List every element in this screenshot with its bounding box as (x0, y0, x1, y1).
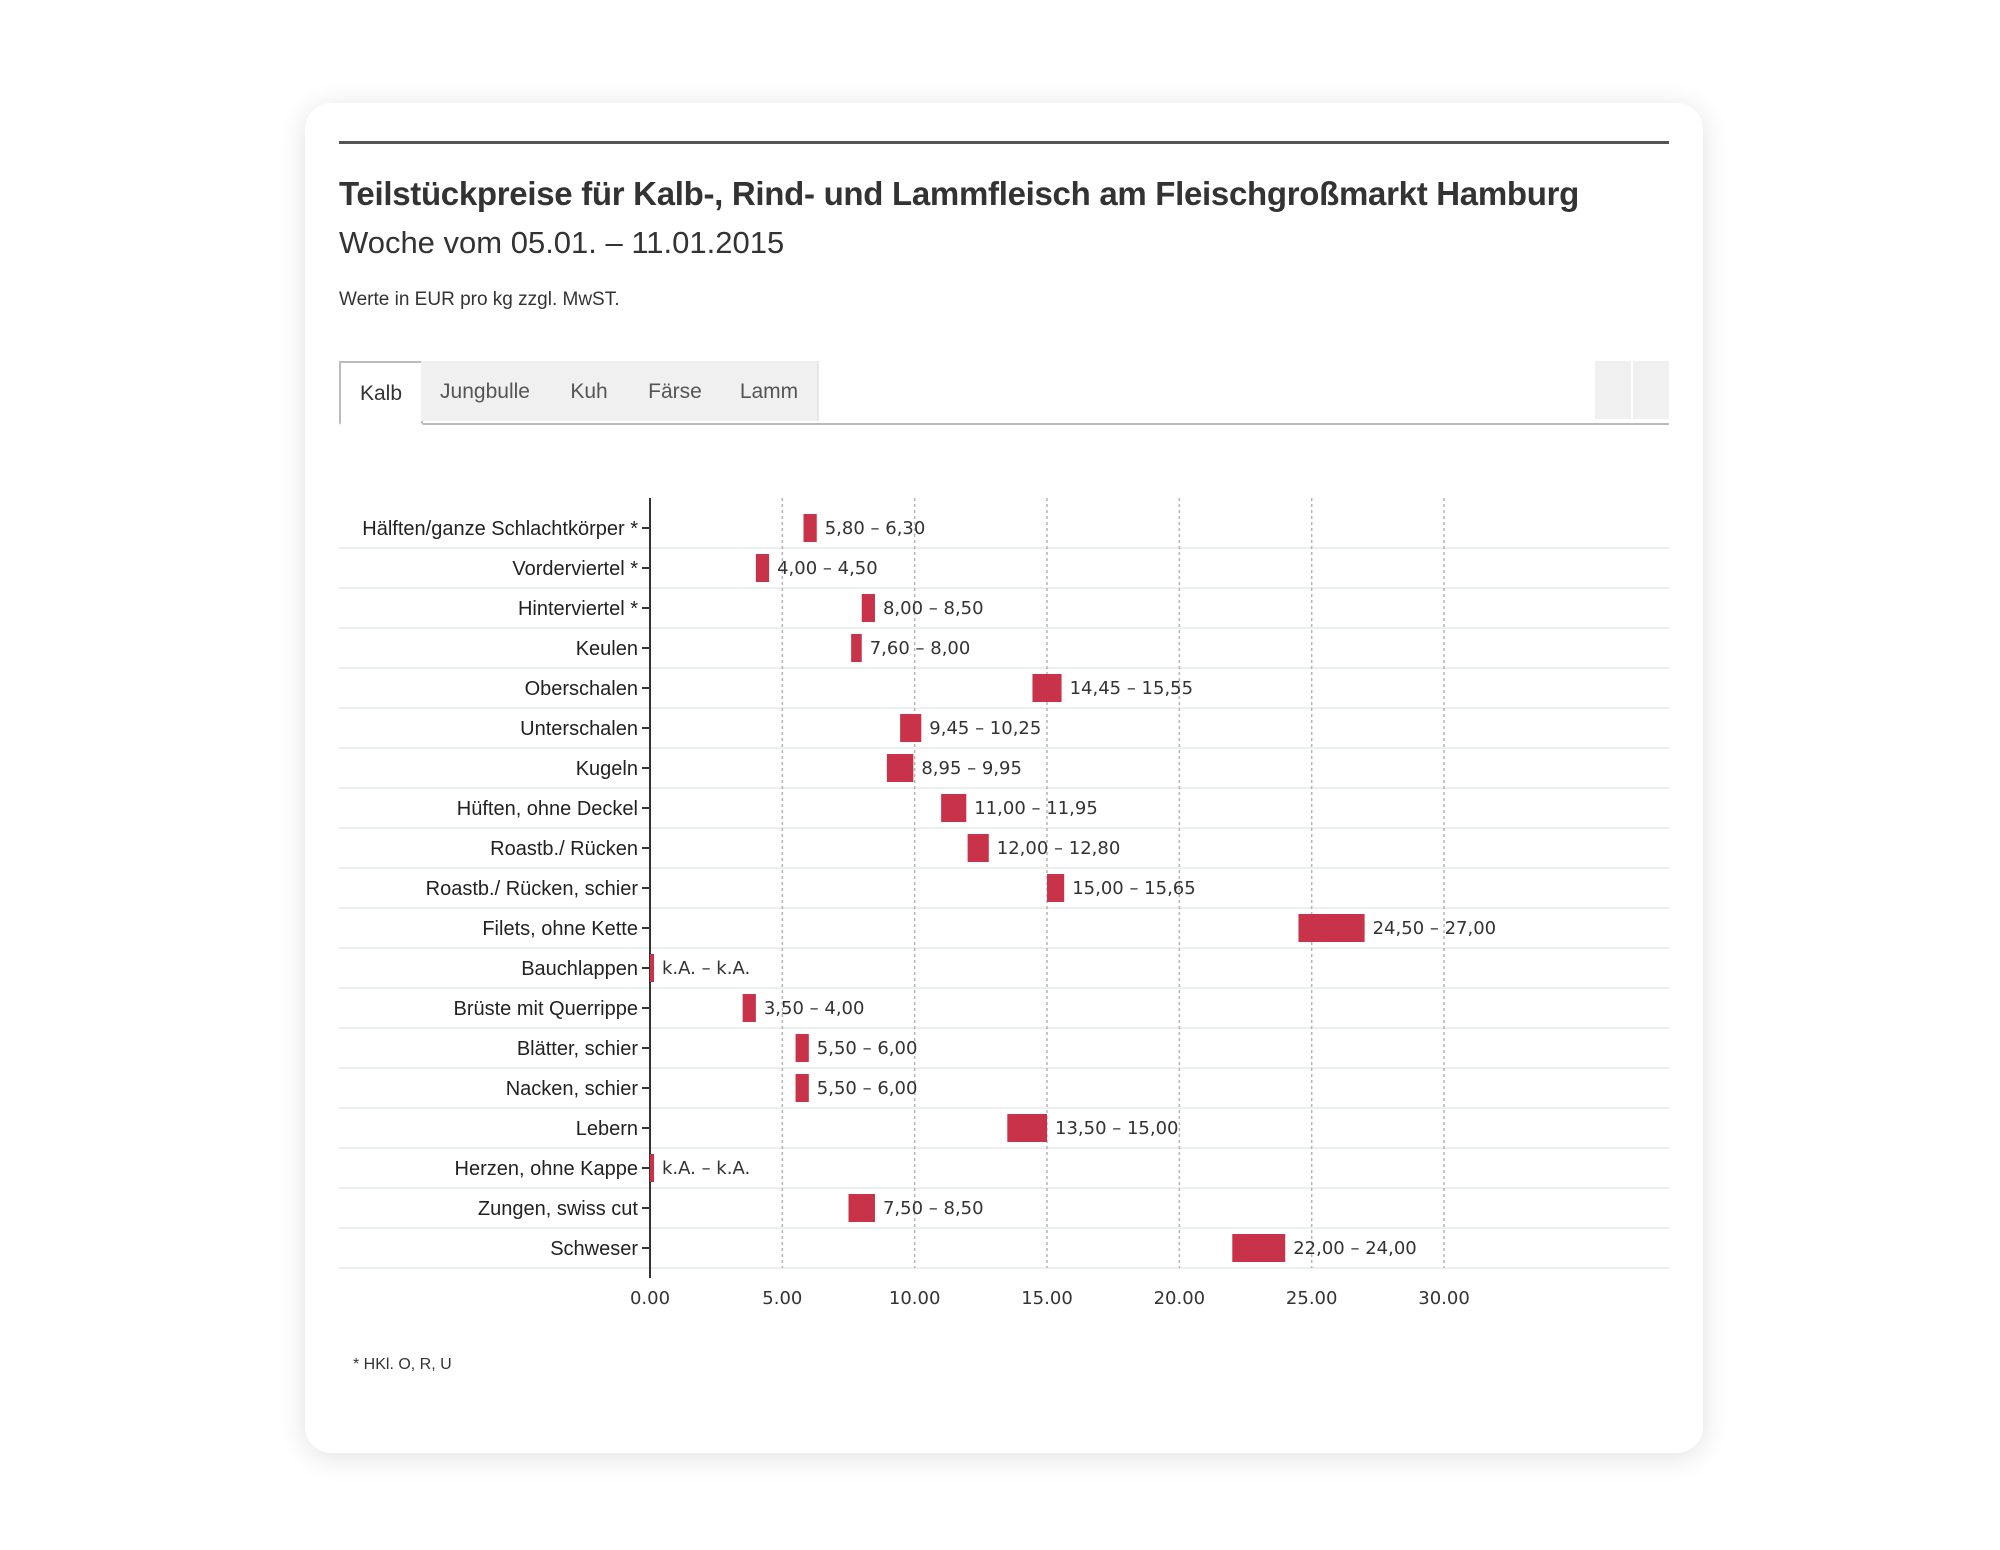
x-tick-label: 30.00 (1418, 1288, 1470, 1309)
category-label: Filets, ohne Kette (482, 918, 638, 940)
range-bar (848, 1194, 875, 1222)
category-label: Blätter, schier (517, 1038, 639, 1060)
x-tick-label: 25.00 (1286, 1288, 1338, 1309)
category-label: Zungen, swiss cut (478, 1198, 639, 1220)
range-bar (1032, 674, 1062, 702)
range-bar (967, 834, 989, 862)
chart-card: Teilstückpreise für Kalb-, Rind- und Lam… (305, 103, 1703, 1453)
tab-kalb[interactable]: Kalb (339, 361, 423, 425)
category-label: Kugeln (576, 758, 638, 780)
range-bar-chart: 0.00 5.00 10.00 15.00 20.00 25.00 30.00 Hälften… (339, 498, 1669, 1309)
chart-tool-button[interactable] (1633, 361, 1669, 419)
category-label: Hüften, ohne Deckel (457, 798, 638, 820)
x-tick-label: 0.00 (630, 1288, 670, 1309)
value-label: k.A. – k.A. (662, 958, 750, 979)
x-tick-label: 15.00 (1021, 1288, 1073, 1309)
value-label: 11,00 – 11,95 (974, 798, 1098, 819)
range-bar (1232, 1234, 1286, 1262)
value-label: 15,00 – 15,65 (1072, 878, 1196, 899)
range-bar (742, 994, 756, 1022)
category-label: Brüste mit Querrippe (453, 998, 638, 1020)
chart-tool-button[interactable] (1595, 361, 1631, 419)
category-label: Oberschalen (525, 678, 638, 700)
x-tick-label: 10.00 (889, 1288, 941, 1309)
value-label: 5,50 – 6,00 (817, 1078, 918, 1099)
value-label: k.A. – k.A. (662, 1158, 750, 1179)
value-label: 3,50 – 4,00 (764, 998, 865, 1019)
tab-faerse[interactable]: Färse (629, 361, 723, 421)
value-label: 7,60 – 8,00 (870, 638, 971, 659)
range-bar (650, 954, 654, 982)
unit-note: Werte in EUR pro kg zzgl. MwST. (339, 289, 620, 310)
range-bar (861, 594, 875, 622)
range-bar (886, 754, 914, 782)
value-label: 13,50 – 15,00 (1055, 1118, 1179, 1139)
category-label: Lebern (576, 1118, 638, 1140)
tab-kuh[interactable]: Kuh (549, 361, 631, 421)
range-bar (650, 1154, 654, 1182)
range-bar (900, 714, 922, 742)
range-bar (795, 1074, 809, 1102)
category-label: Roastb./ Rücken, schier (426, 878, 639, 900)
footnote: * HKl. O, R, U (353, 1356, 452, 1373)
top-rule (339, 141, 1669, 144)
category-label: Schweser (550, 1238, 638, 1260)
tab-lamm[interactable]: Lamm (721, 361, 819, 421)
x-tick-label: 20.00 (1154, 1288, 1206, 1309)
value-label: 9,45 – 10,25 (929, 718, 1041, 739)
range-bar (803, 514, 817, 542)
category-label: Bauchlappen (521, 958, 638, 980)
value-label: 12,00 – 12,80 (997, 838, 1121, 859)
value-label: 8,95 – 9,95 (921, 758, 1022, 779)
category-label: Keulen (576, 638, 638, 660)
category-label: Herzen, ohne Kappe (455, 1158, 638, 1180)
range-bar (755, 554, 770, 582)
x-tick-label: 5.00 (762, 1288, 802, 1309)
range-bar (851, 634, 862, 662)
category-label: Hälften/ganze Schlachtkörper * (362, 518, 638, 540)
value-label: 4,00 – 4,50 (777, 558, 878, 579)
range-bar (1007, 1114, 1048, 1142)
value-label: 24,50 – 27,00 (1373, 918, 1497, 939)
value-label: 22,00 – 24,00 (1293, 1238, 1417, 1259)
range-bar (1298, 914, 1365, 942)
value-label: 8,00 – 8,50 (883, 598, 984, 619)
category-label: Vorderviertel * (512, 558, 638, 580)
chart-title: Teilstückpreise für Kalb-, Rind- und Lam… (339, 175, 1579, 212)
category-label: Hinterviertel * (518, 598, 638, 620)
category-label: Nacken, schier (506, 1078, 639, 1100)
range-bar (941, 794, 967, 822)
category-label: Unterschalen (520, 718, 638, 740)
value-label: 14,45 – 15,55 (1070, 678, 1194, 699)
category-tabs: Kalb Jungbulle Kuh Färse Lamm (339, 361, 1669, 425)
range-bar (795, 1034, 809, 1062)
category-label: Roastb./ Rücken (490, 838, 638, 860)
chart-subtitle: Woche vom 05.01. – 11.01.2015 (339, 225, 785, 260)
value-label: 5,80 – 6,30 (825, 518, 926, 539)
value-label: 5,50 – 6,00 (817, 1038, 918, 1059)
value-label: 7,50 – 8,50 (883, 1198, 984, 1219)
range-bar (1047, 874, 1065, 902)
